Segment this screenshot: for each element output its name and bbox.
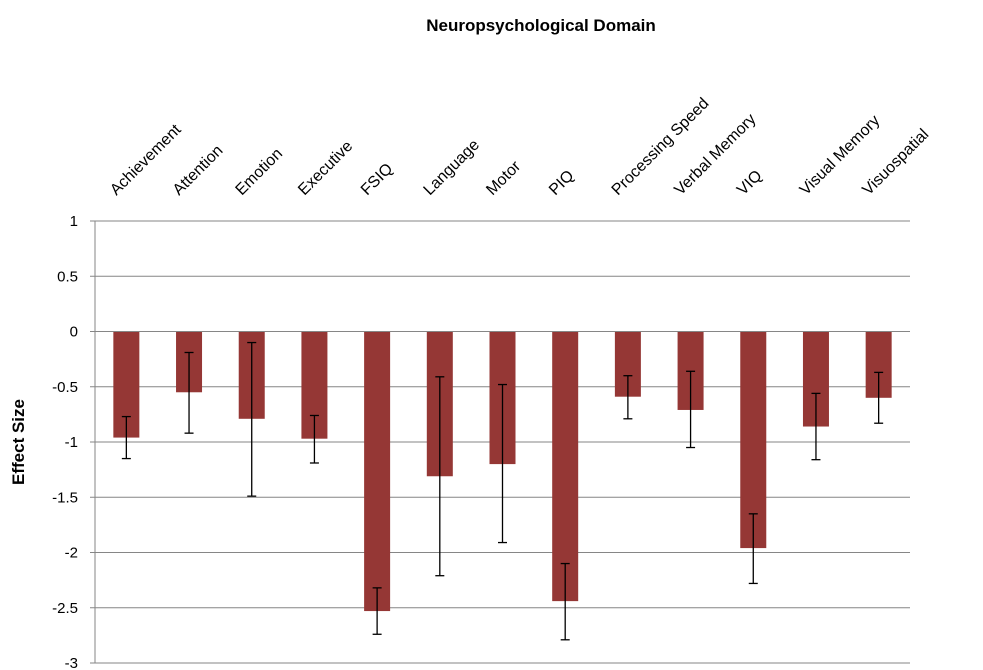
y-tick-label: -3	[65, 655, 78, 670]
bar	[552, 331, 579, 602]
y-tick-label: -2	[65, 545, 78, 562]
error-bar	[309, 414, 319, 464]
error-bar	[686, 370, 696, 449]
error-bar	[247, 341, 257, 497]
error-bar	[372, 587, 382, 635]
y-tick-label: -2.5	[52, 600, 78, 617]
error-bar	[121, 415, 131, 460]
error-bar	[435, 376, 445, 577]
axes	[94, 221, 910, 663]
y-tick-label: -1	[65, 434, 78, 451]
category-label: Language	[421, 136, 483, 198]
category-label: FSIQ	[358, 160, 396, 198]
error-bar	[560, 562, 570, 641]
error-bar	[874, 371, 884, 424]
error-bar	[748, 513, 758, 585]
error-bar	[498, 383, 507, 544]
error-bar	[811, 392, 821, 461]
chart-title: Neuropsychological Domain	[426, 16, 656, 35]
y-axis-ticks: 1 0.5 0 -0.5 -1 -1.5 -2 -2.5 -3	[52, 213, 95, 670]
error-bars	[121, 341, 884, 641]
category-label: PIQ	[546, 167, 578, 199]
y-tick-label: 0.5	[57, 268, 78, 285]
bar	[740, 331, 767, 549]
y-tick-label: 1	[70, 213, 78, 230]
error-bar	[184, 351, 194, 434]
y-axis-label: Effect Size	[9, 399, 28, 485]
category-label: Executive	[295, 138, 356, 199]
y-tick-label: -0.5	[52, 379, 78, 396]
category-label: VIQ	[734, 167, 766, 199]
bar	[364, 331, 391, 612]
y-tick-label: -1.5	[52, 489, 78, 506]
category-label: Motor	[483, 157, 524, 198]
category-label: Emotion	[233, 145, 287, 199]
category-label: Attention	[170, 142, 227, 199]
y-tick-label: 0	[70, 324, 78, 341]
error-bar	[623, 375, 633, 420]
